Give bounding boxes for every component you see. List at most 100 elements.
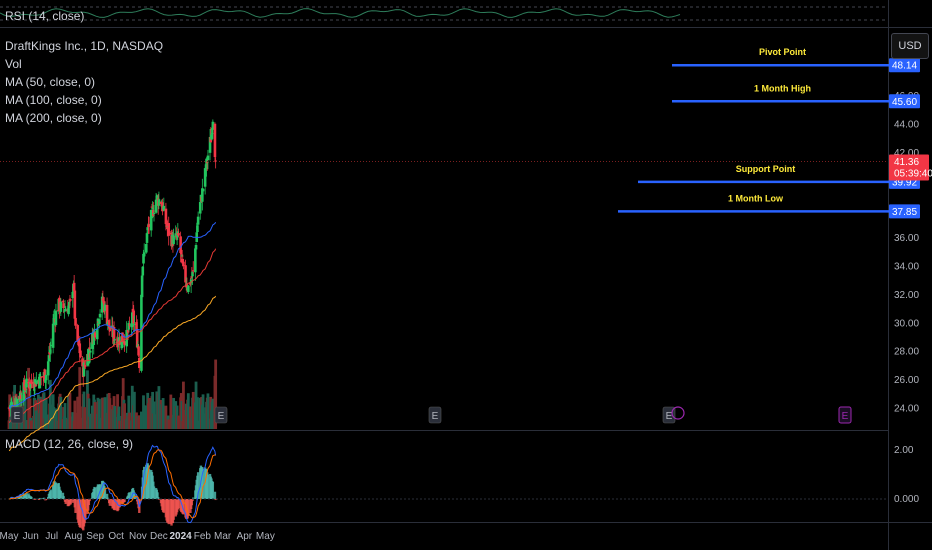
candle-body — [51, 323, 55, 348]
volume-bar — [64, 417, 68, 429]
candle-body — [189, 279, 193, 284]
rsi-panel — [0, 0, 888, 27]
time-tick-label: Feb — [194, 531, 212, 542]
candle-body — [87, 348, 91, 364]
time-tick-label: 2024 — [169, 531, 192, 542]
volume-bar — [59, 396, 63, 429]
candle-body — [185, 284, 189, 288]
candle-body — [19, 394, 23, 400]
rsi-line — [0, 8, 681, 18]
macd-histogram-bar — [93, 487, 97, 499]
candle-body — [69, 299, 72, 301]
macd-histogram-bar — [106, 497, 109, 499]
time-tick-label: Aug — [65, 531, 83, 542]
candle-body — [150, 206, 154, 208]
price-tick-label: 36.00 — [894, 233, 919, 244]
candle-body — [72, 282, 76, 292]
macd-histogram-bar — [33, 499, 36, 500]
macd-histogram-bar — [84, 499, 87, 520]
earnings-badge — [428, 406, 442, 424]
candle-body — [205, 158, 208, 170]
candle-body — [56, 310, 60, 312]
candle-body — [67, 301, 71, 306]
price-tick-label: 24.00 — [894, 404, 919, 415]
candle-body — [25, 378, 28, 388]
candle-body — [68, 298, 72, 300]
candle-body — [201, 188, 204, 202]
macd-histogram-bar — [128, 492, 131, 499]
volume-bar — [186, 393, 190, 429]
time-axis[interactable]: May Jun Jul Aug Sep Oct Nov Dec 2024 Feb Mar Apr May — [0, 531, 275, 542]
volume-bar — [48, 379, 52, 429]
candle-body — [145, 233, 149, 243]
price-axis[interactable]: 46.0044.0042.0040.0038.0036.0034.0032.00… — [889, 58, 932, 505]
candle-body — [180, 255, 184, 257]
macd-histogram-bar — [213, 491, 217, 499]
candle-body — [152, 209, 155, 216]
candle-body — [209, 136, 213, 143]
macd-histogram-bar — [196, 472, 200, 499]
macd-histogram-bar — [157, 497, 160, 499]
candle-body — [61, 301, 65, 303]
macd-histogram-bar — [152, 486, 156, 499]
candle-body — [147, 224, 151, 227]
candle-body — [88, 347, 91, 350]
macd-histogram-bar — [64, 499, 67, 504]
macd-histogram-bar — [42, 497, 46, 499]
earnings-letter: E — [14, 411, 21, 422]
candle-body — [167, 223, 171, 236]
volume-bar — [63, 403, 67, 429]
macd-histogram-bar — [162, 499, 166, 513]
candle-body — [166, 227, 169, 229]
macd-histogram-bar — [123, 499, 126, 503]
candle-body — [92, 332, 96, 346]
candle-body — [208, 136, 212, 153]
candle-body — [132, 310, 135, 324]
macd-histogram-bar — [135, 495, 138, 499]
candle-body — [177, 233, 180, 236]
macd-histogram-bar — [206, 474, 210, 499]
candle-body — [172, 235, 175, 245]
last-price-text: 41.36 — [894, 157, 919, 168]
macd-histogram-bar — [118, 499, 121, 508]
candle-body — [44, 374, 48, 381]
candle-body — [127, 323, 131, 330]
candle-body — [53, 317, 56, 319]
candle-body — [47, 355, 51, 362]
candle-body — [213, 123, 217, 158]
candle-body — [20, 399, 23, 401]
candle-body — [98, 319, 101, 325]
earnings-badge — [10, 406, 24, 424]
candle-body — [140, 294, 143, 371]
level-label: 1 Month Low — [728, 193, 784, 203]
candle-body — [93, 332, 97, 338]
level-price-tag — [889, 58, 920, 73]
candle-body — [156, 197, 159, 200]
candle-body — [52, 317, 56, 325]
volume-bar — [98, 417, 102, 429]
volume-bar — [116, 394, 119, 429]
volume-bar — [49, 404, 53, 429]
candle-body — [30, 379, 33, 384]
candle-body — [22, 382, 26, 401]
candle-body — [144, 244, 148, 253]
candle-body — [214, 160, 217, 162]
macd-histogram-bar — [157, 499, 161, 500]
candle-body — [42, 376, 45, 378]
currency-button[interactable]: USD — [891, 33, 929, 59]
candle-body — [46, 361, 50, 376]
level-price-tag — [889, 204, 920, 219]
macd-histogram-bar — [105, 493, 109, 499]
earnings-badge — [214, 406, 228, 424]
volume-bar — [169, 394, 173, 429]
candle-body — [118, 340, 121, 345]
volume-bar — [27, 367, 31, 429]
candle-body — [135, 329, 139, 348]
candle-body — [198, 201, 202, 214]
last-price-tag — [889, 154, 929, 181]
candle-body — [43, 369, 47, 382]
candle-body — [194, 244, 198, 250]
macd-histogram-bar — [113, 499, 116, 511]
